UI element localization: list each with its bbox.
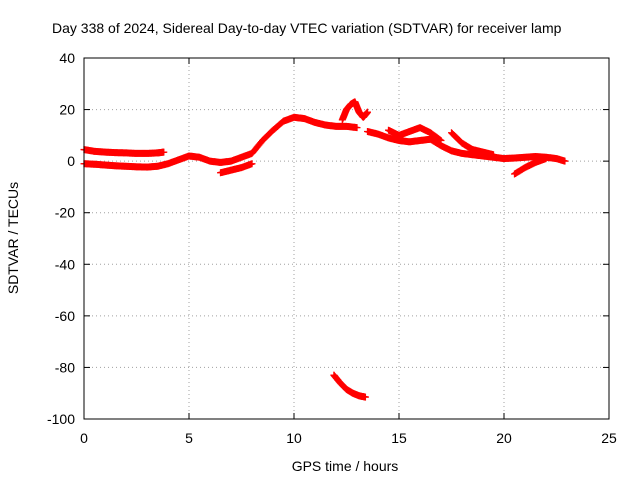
series-1	[80, 113, 361, 171]
x-tick-label: 10	[286, 430, 302, 446]
y-tick-label: -40	[55, 256, 75, 272]
series-5	[385, 124, 445, 145]
data-point	[248, 160, 256, 168]
x-axis-label: GPS time / hours	[292, 458, 399, 474]
data-series	[80, 98, 569, 401]
chart-title: Day 338 of 2024, Sidereal Day-to-day VTE…	[52, 20, 562, 36]
plot-frame	[83, 57, 610, 420]
data-point	[160, 148, 168, 156]
y-tick-label: -60	[55, 308, 75, 324]
series-2	[217, 160, 256, 177]
data-point	[437, 137, 445, 145]
data-point	[490, 151, 497, 159]
series-0	[80, 146, 168, 157]
x-tick-label: 15	[391, 430, 407, 446]
x-tick-label: 25	[601, 430, 617, 446]
x-tick-label: 5	[185, 430, 193, 446]
y-tick-label: 20	[59, 102, 75, 118]
series-6	[448, 129, 497, 159]
y-tick-label: -80	[55, 359, 75, 375]
y-tick-label: 40	[59, 50, 75, 66]
x-tick-label: 20	[496, 430, 512, 446]
series-3	[338, 98, 371, 124]
data-point	[353, 124, 361, 132]
y-tick-label: 0	[67, 153, 75, 169]
data-point	[361, 393, 369, 401]
y-tick-label: -100	[47, 411, 75, 427]
y-tick-label: -20	[55, 205, 75, 221]
axis-ticks: 0 5 10 15 20 25 -100 -80 -60 -40 -20 0 20 40	[47, 50, 617, 446]
y-axis-label: SDTVAR / TECUs	[5, 182, 21, 294]
x-tick-label: 0	[80, 430, 88, 446]
data-point	[364, 108, 371, 116]
data-point	[542, 155, 550, 163]
series-8	[330, 371, 369, 401]
data-point	[561, 157, 569, 165]
series-7	[511, 155, 550, 178]
